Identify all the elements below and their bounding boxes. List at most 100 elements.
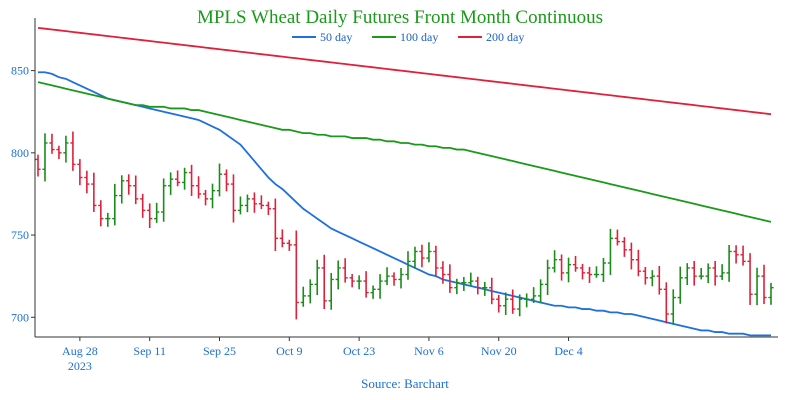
price-bar	[377, 274, 383, 299]
price-bar	[140, 193, 146, 218]
y-tick-label: 850	[11, 64, 29, 78]
price-bar	[286, 239, 292, 251]
price-bar	[747, 253, 753, 305]
price-bar	[56, 145, 62, 160]
price-bar	[517, 294, 523, 317]
y-tick-label: 700	[11, 310, 29, 324]
price-bar	[42, 133, 48, 182]
price-bar	[461, 276, 467, 291]
x-tick-label: Nov 20	[481, 344, 517, 358]
price-bar	[175, 170, 181, 187]
price-bar	[370, 285, 376, 299]
legend-label-100day: 100 day	[400, 30, 438, 44]
y-tick-label: 750	[11, 228, 29, 242]
price-bar	[475, 276, 481, 295]
price-bar	[510, 289, 516, 314]
price-bar	[454, 278, 460, 295]
price-bar	[663, 282, 669, 324]
price-bar	[558, 254, 565, 281]
price-bar	[335, 260, 341, 290]
x-tick-label: Dec 4	[554, 344, 582, 358]
price-bar	[216, 163, 223, 197]
price-bar	[733, 245, 739, 264]
price-bar	[545, 259, 551, 296]
moving-average-lines	[37, 26, 772, 337]
price-bar	[133, 175, 139, 205]
price-bar	[538, 279, 544, 304]
price-bar	[593, 266, 600, 278]
price-bar	[342, 258, 348, 283]
price-bar	[405, 251, 411, 280]
price-bar	[202, 189, 209, 206]
x-tick-label: Oct 23	[343, 344, 375, 358]
price-bar	[579, 263, 586, 280]
price-bar	[391, 272, 397, 286]
x-tick-label: Sep 11	[133, 344, 166, 358]
price-bar	[321, 254, 327, 310]
price-bar	[77, 159, 83, 186]
price-bar	[628, 242, 634, 270]
legend-label-200day: 200 day	[486, 30, 524, 44]
price-bar	[91, 172, 97, 212]
price-bar	[35, 154, 41, 177]
ma-line-200day	[37, 26, 772, 116]
price-bar	[698, 267, 704, 280]
price-bar	[293, 230, 299, 320]
x-tick-year: 2023	[68, 359, 92, 373]
price-bar	[531, 287, 537, 303]
price-bar	[168, 172, 174, 195]
price-bars	[35, 131, 774, 325]
price-bar	[349, 274, 355, 288]
price-bar	[503, 292, 509, 315]
price-bar	[161, 178, 167, 222]
price-bar	[496, 294, 502, 313]
price-bar	[586, 266, 593, 283]
price-bar	[398, 268, 404, 289]
price-bar	[119, 175, 125, 204]
price-bar	[154, 202, 160, 223]
price-bar	[70, 131, 76, 171]
price-bar	[279, 229, 285, 248]
y-axis: 700 750 800 850	[11, 64, 35, 324]
price-bar	[98, 200, 104, 227]
price-bar	[356, 275, 362, 290]
price-bar	[524, 293, 530, 308]
price-bar	[188, 164, 195, 196]
price-bar	[314, 259, 320, 296]
price-bar	[112, 183, 118, 226]
price-bar	[712, 260, 718, 286]
price-bar	[258, 195, 264, 209]
y-tick-label: 800	[11, 146, 29, 160]
price-bar	[265, 201, 271, 215]
price-bar	[230, 174, 237, 223]
price-bar	[468, 272, 474, 287]
price-bar	[621, 237, 627, 257]
ma-line-100day	[37, 81, 772, 223]
price-bar	[677, 266, 683, 304]
price-bar	[63, 135, 69, 163]
price-bar	[607, 228, 614, 275]
price-bar	[656, 265, 662, 295]
price-bar	[440, 261, 446, 284]
legend-label-50day: 50 day	[320, 30, 352, 44]
price-bar	[719, 264, 725, 280]
price-bar	[600, 257, 607, 282]
price-bar	[363, 271, 369, 298]
price-bar	[426, 242, 432, 263]
price-bar	[147, 203, 153, 229]
price-bar	[412, 246, 418, 269]
price-bar	[565, 257, 572, 283]
price-bar	[768, 282, 774, 305]
price-bar	[209, 183, 216, 209]
x-tick-label: Oct 9	[276, 344, 302, 358]
price-bar	[614, 229, 621, 246]
price-bar	[489, 277, 495, 305]
x-tick-label: Aug 28	[62, 344, 98, 358]
price-bar	[328, 272, 334, 310]
price-bar	[195, 176, 202, 199]
price-bar	[126, 174, 132, 195]
price-bar	[300, 286, 306, 307]
chart-title: MPLS Wheat Daily Futures Front Month Con…	[197, 7, 603, 28]
price-bar	[433, 245, 439, 277]
